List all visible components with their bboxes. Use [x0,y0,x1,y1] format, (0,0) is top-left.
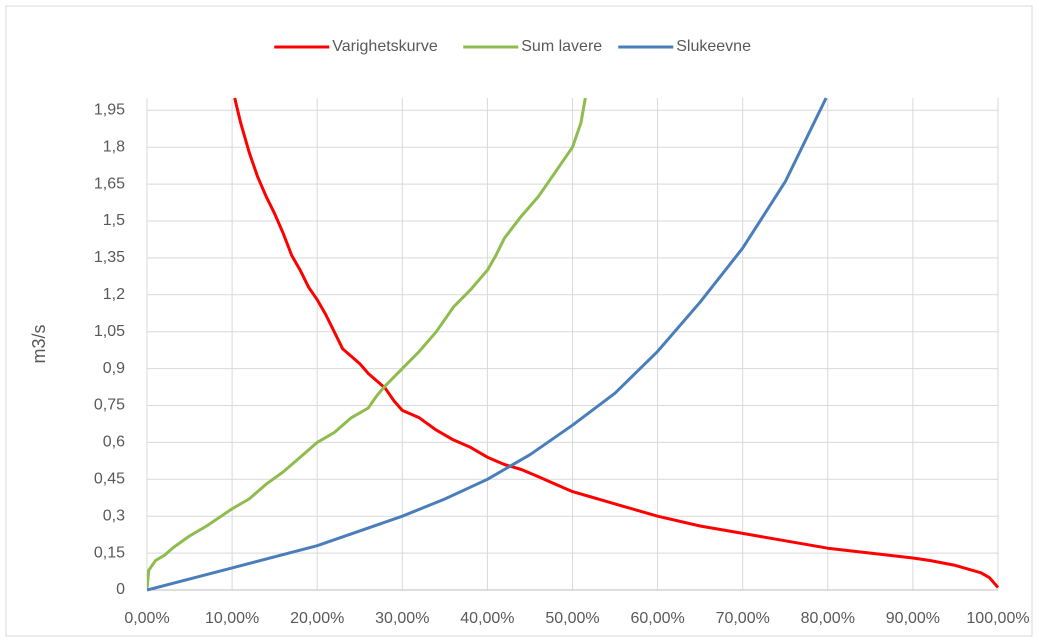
legend-label: Varighetskurve [332,38,438,55]
x-tick-label: 40,00% [460,610,514,627]
x-tick-label: 10,00% [205,610,259,627]
x-tick-label: 90,00% [886,610,940,627]
y-tick-label: 1,8 [103,138,125,155]
line-series [147,97,828,592]
y-tick-label: 1,2 [103,286,125,303]
x-tick-label: 100,00% [966,610,1029,627]
plot-area [147,97,999,592]
y-tick-label: 0,75 [94,397,125,414]
x-tick-label: 80,00% [801,610,855,627]
x-tick-label: 70,00% [716,610,770,627]
x-tick-label: 20,00% [290,610,344,627]
x-tick-label: 30,00% [375,610,429,627]
x-tick-label: 0,00% [124,610,169,627]
y-tick-label: 0 [116,581,125,598]
legend-label: Sum lavere [521,38,602,55]
line-series [147,97,587,591]
legend-label: Slukeevne [676,38,751,55]
y-tick-label: 1,35 [94,249,125,266]
y-tick-label: 1,05 [94,323,125,340]
y-tick-label: 1,95 [94,102,125,119]
y-tick-label: 1,5 [103,212,125,229]
x-tick-label: 60,00% [630,610,684,627]
line-series [233,97,999,589]
y-tick-label: 0,15 [94,544,125,561]
x-tick-label: 50,00% [545,610,599,627]
y-tick-label: 0,9 [103,360,125,377]
y-tick-label: 0,6 [103,434,125,451]
y-tick-label: 0,3 [103,507,125,524]
chart-border [5,5,1033,637]
y-tick-label: 0,45 [94,471,125,488]
y-axis-label: m3/s [29,324,49,363]
y-tick-label: 1,65 [94,175,125,192]
